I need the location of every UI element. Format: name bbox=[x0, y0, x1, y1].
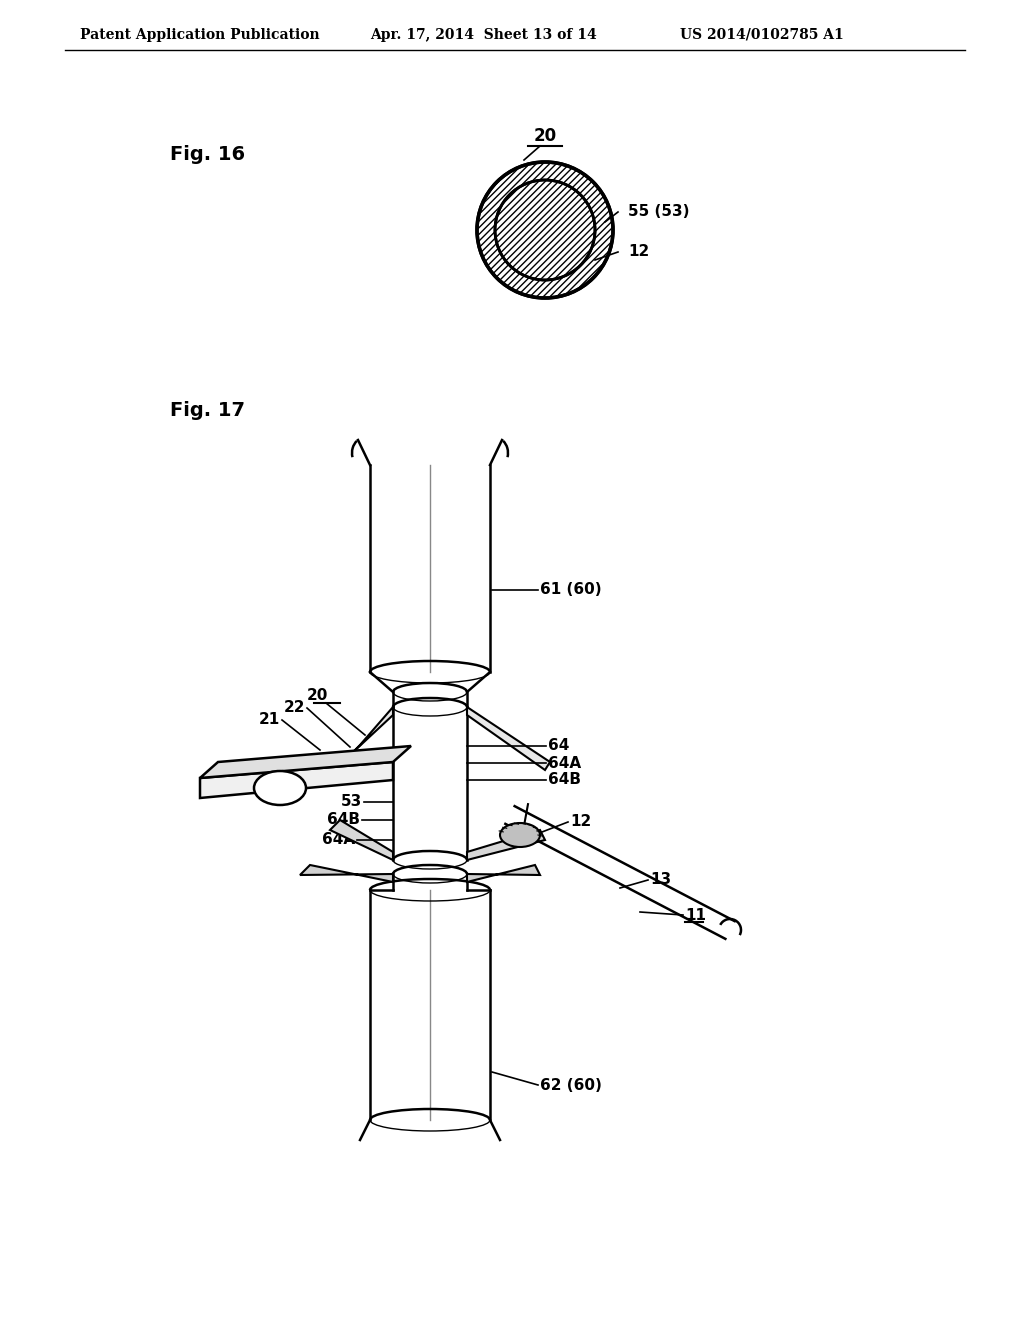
Text: 12: 12 bbox=[628, 244, 649, 260]
Ellipse shape bbox=[500, 822, 540, 847]
Text: 11: 11 bbox=[685, 908, 706, 923]
Text: 20: 20 bbox=[306, 689, 328, 704]
Text: 61 (60): 61 (60) bbox=[540, 582, 602, 598]
Polygon shape bbox=[200, 762, 393, 799]
Text: 22: 22 bbox=[284, 701, 305, 715]
Text: Fig. 17: Fig. 17 bbox=[170, 400, 245, 420]
Text: 53: 53 bbox=[341, 795, 362, 809]
Polygon shape bbox=[200, 746, 411, 777]
Text: 12: 12 bbox=[570, 814, 591, 829]
Text: 64: 64 bbox=[548, 738, 569, 754]
Text: 21: 21 bbox=[259, 713, 280, 727]
Text: 55 (53): 55 (53) bbox=[628, 205, 689, 219]
Circle shape bbox=[475, 160, 615, 300]
Polygon shape bbox=[300, 865, 393, 882]
Text: 13: 13 bbox=[650, 873, 671, 887]
Text: Apr. 17, 2014  Sheet 13 of 14: Apr. 17, 2014 Sheet 13 of 14 bbox=[370, 28, 597, 42]
Circle shape bbox=[495, 180, 595, 280]
Text: 20: 20 bbox=[534, 127, 557, 145]
Text: Fig. 16: Fig. 16 bbox=[170, 145, 245, 165]
Polygon shape bbox=[467, 865, 540, 882]
Polygon shape bbox=[350, 708, 393, 755]
Polygon shape bbox=[467, 708, 550, 770]
Text: 64B: 64B bbox=[327, 813, 360, 828]
Polygon shape bbox=[370, 465, 490, 672]
Ellipse shape bbox=[254, 771, 306, 805]
Text: 64A: 64A bbox=[548, 755, 582, 771]
Text: Patent Application Publication: Patent Application Publication bbox=[80, 28, 319, 42]
Text: 62 (60): 62 (60) bbox=[540, 1077, 602, 1093]
Polygon shape bbox=[370, 890, 490, 1119]
Polygon shape bbox=[467, 830, 545, 861]
Text: 64A: 64A bbox=[322, 833, 355, 847]
Polygon shape bbox=[330, 820, 393, 861]
Circle shape bbox=[477, 162, 613, 298]
Text: 64B: 64B bbox=[548, 772, 581, 788]
Text: US 2014/0102785 A1: US 2014/0102785 A1 bbox=[680, 28, 844, 42]
